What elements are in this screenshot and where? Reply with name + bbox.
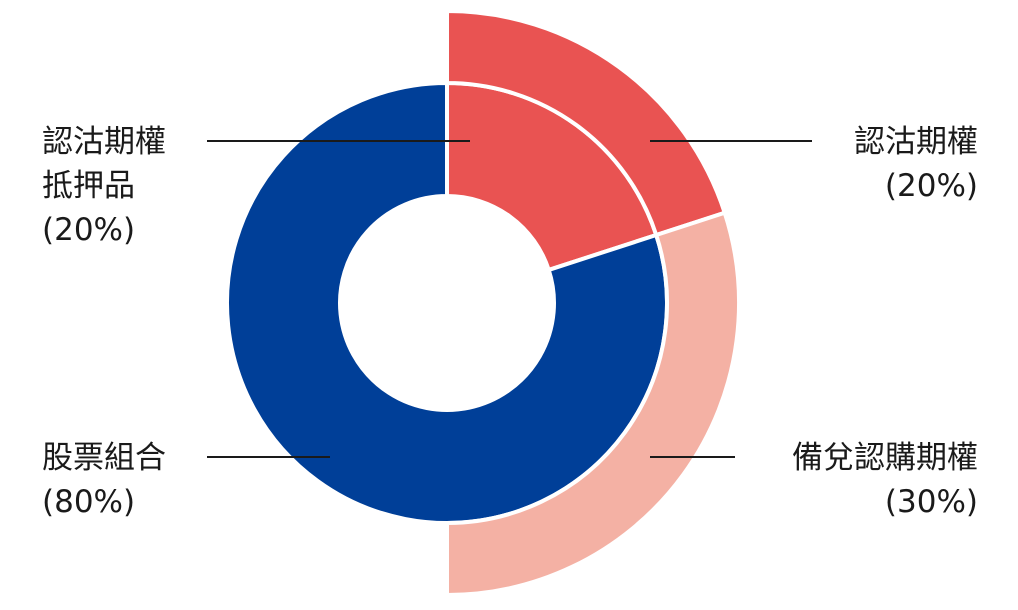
label-stock-portfolio: 股票組合 (80%) bbox=[42, 436, 166, 524]
leader-lines bbox=[207, 140, 812, 458]
label-stock-portfolio-pct: (80%) bbox=[42, 484, 136, 520]
label-stock-portfolio-line-1: 股票組合 bbox=[42, 440, 166, 476]
label-call-collateral-line-2: 抵押品 bbox=[42, 168, 135, 204]
label-call-options-pct: (20%) bbox=[884, 168, 978, 204]
slice-covered-calls bbox=[445, 210, 741, 597]
label-call-collateral: 認沽期權 抵押品 (20%) bbox=[42, 120, 166, 252]
label-call-collateral-pct: (20%) bbox=[42, 212, 136, 248]
label-covered-calls-pct: (30%) bbox=[884, 484, 978, 520]
label-covered-calls: 備兌認購期權 (30%) bbox=[792, 436, 978, 524]
label-covered-calls-line-1: 備兌認購期權 bbox=[792, 440, 978, 476]
label-call-options: 認沽期權 (20%) bbox=[854, 120, 978, 208]
outer-ring bbox=[445, 9, 741, 597]
label-call-collateral-line-1: 認沽期權 bbox=[42, 124, 166, 160]
label-call-options-line-1: 認沽期權 bbox=[854, 124, 978, 160]
